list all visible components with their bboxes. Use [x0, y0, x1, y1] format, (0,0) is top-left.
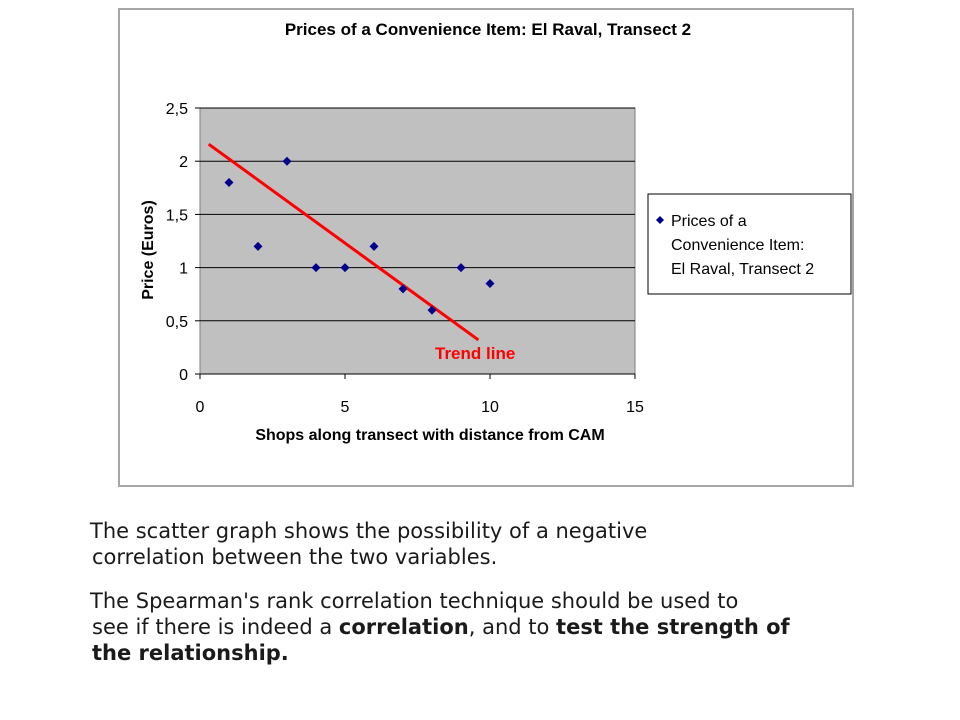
chart-title: Prices of a Convenience Item: El Raval, … [285, 20, 691, 39]
caption-p2-line-3: the relationship. [92, 641, 289, 665]
x-axis-ticks: 0 5 10 15 [196, 374, 644, 416]
plot-area [199, 107, 636, 375]
caption-paragraph-2: The Spearman's rank correlation techniqu… [68, 588, 918, 666]
x-tick-label: 10 [481, 399, 499, 416]
caption-text: see if there is indeed a [92, 615, 339, 639]
data-point [311, 263, 321, 273]
caption-emphasis-strength: test the strength of [556, 615, 790, 639]
caption-paragraph-1: The scatter graph shows the possibility … [68, 518, 918, 570]
x-tick-label: 0 [196, 399, 205, 416]
data-point [253, 241, 263, 251]
caption-p2-line-1: The Spearman's rank correlation techniqu… [90, 589, 739, 613]
y-tick-label: 1,5 [166, 207, 188, 224]
data-point [456, 263, 466, 273]
y-tick-label: 2,5 [166, 101, 188, 118]
x-tick-label: 5 [341, 399, 350, 416]
y-axis-label: Price (Euros) [140, 200, 157, 300]
caption-emphasis-correlation: correlation [338, 615, 469, 639]
gridlines [200, 107, 635, 375]
legend-marker-icon [656, 216, 664, 224]
legend: Prices of a Convenience Item: El Raval, … [647, 193, 852, 295]
x-axis-label: Shops along transect with distance from … [255, 427, 604, 444]
caption-text: , and to [468, 615, 557, 639]
y-tick-label: 2 [179, 154, 188, 171]
chart-frame: Prices of a Convenience Item: El Raval, … [118, 8, 854, 487]
data-point [427, 305, 437, 315]
legend-label-line-3: El Raval, Transect 2 [671, 261, 814, 278]
caption-p1-line-2: correlation between the two variables. [92, 545, 498, 569]
scatter-chart: Prices of a Convenience Item: El Raval, … [140, 20, 852, 444]
trend-line-label: Trend line [435, 344, 515, 363]
data-point [224, 177, 234, 187]
caption-p2-line-2: see if there is indeed a correlation, an… [68, 614, 918, 640]
data-point [398, 284, 408, 294]
y-tick-label: 1 [179, 261, 188, 278]
data-point [282, 156, 292, 166]
legend-label-line-1: Prices of a [671, 213, 747, 230]
caption-p1-line-1: The scatter graph shows the possibility … [90, 519, 648, 543]
y-tick-label: 0,5 [166, 314, 188, 331]
data-point [369, 241, 379, 251]
legend-box [647, 193, 852, 295]
data-point [485, 279, 495, 289]
data-points [224, 156, 495, 315]
data-point [340, 263, 350, 273]
legend-label-line-2: Convenience Item: [671, 237, 804, 254]
y-tick-label: 0 [179, 367, 188, 384]
y-axis-ticks: 0 0,5 1 1,5 2 2,5 [166, 101, 200, 384]
x-tick-label: 15 [626, 399, 644, 416]
